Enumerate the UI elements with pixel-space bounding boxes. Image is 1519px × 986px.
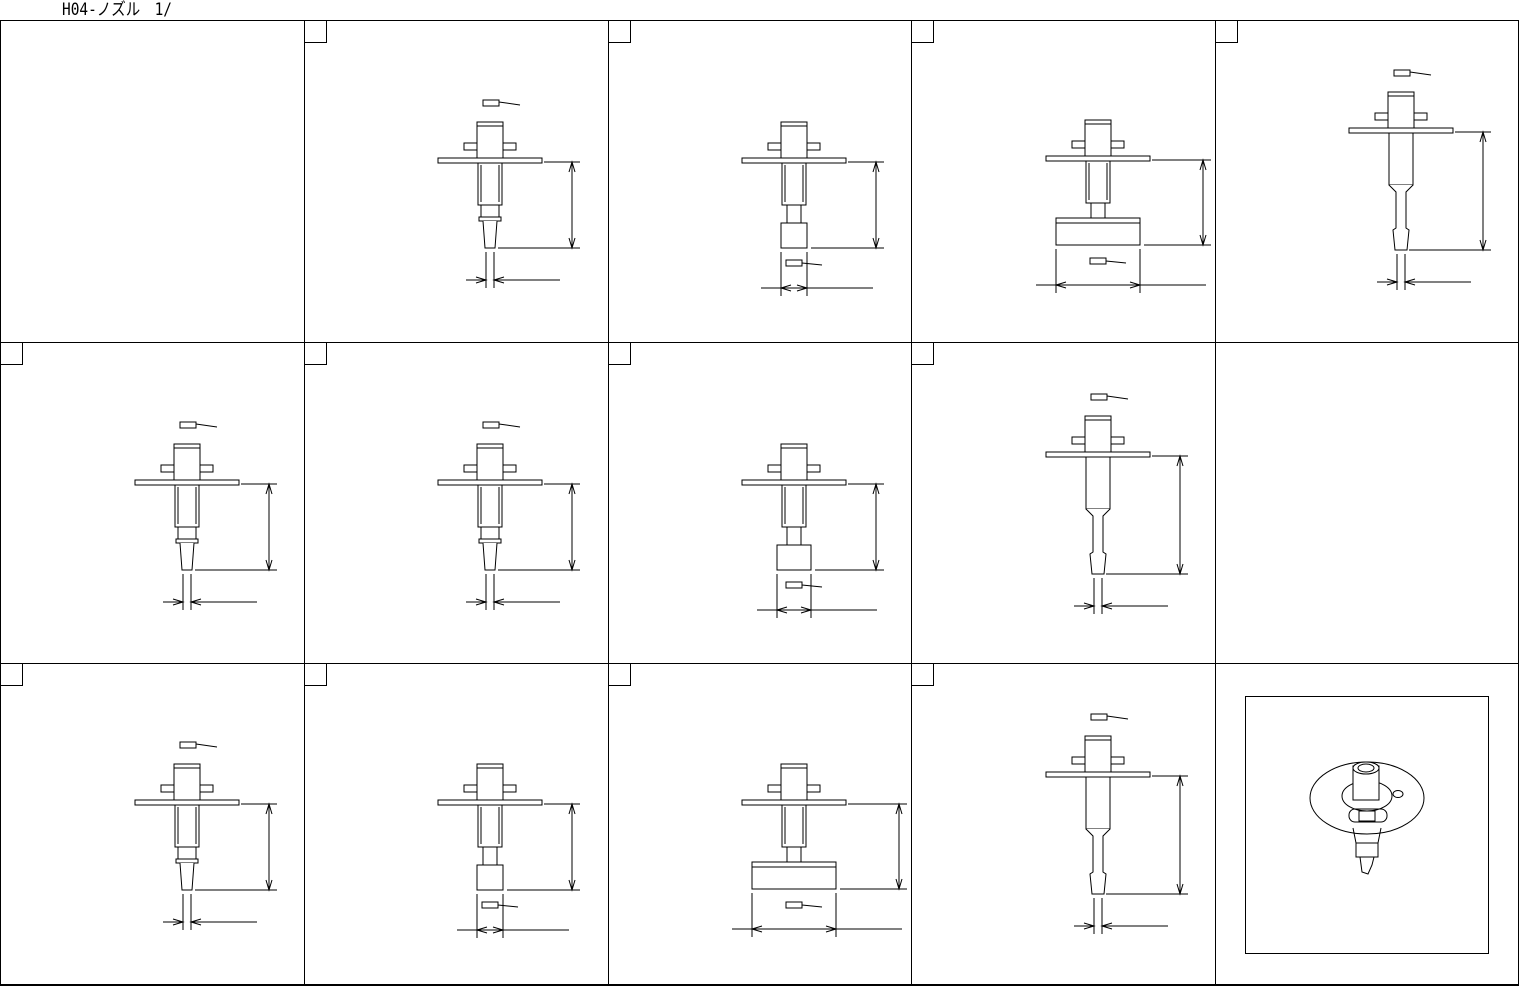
nozzle-fine-tip-icon [134,421,277,610]
nozzle-pad-icon [1036,119,1211,293]
nozzle-wide-cup-icon [741,443,884,618]
nozzle-tip-icon [437,99,580,288]
cell-number-box [304,342,327,365]
cell-number-box [911,342,934,365]
nozzle-cup-icon [741,121,884,296]
cell-number-box [304,20,327,43]
cell-number-box [304,663,327,686]
cell-number-box [608,20,631,43]
nozzle-pad-icon [732,763,907,937]
cell-number-box [1215,20,1238,43]
nozzle-long-needle-icon [1348,69,1491,290]
nozzle-long-needle-icon [1045,393,1188,614]
cell-number-box [608,663,631,686]
nozzle-long-needle-icon [1045,713,1188,934]
cell-number-box [608,342,631,365]
cell-number-box [911,20,934,43]
cell-number-box [0,663,23,686]
nozzle-tip-icon [437,421,580,610]
sheet-title: H04-ノズル 1/ [62,0,173,20]
nozzle-isometric-icon [1245,696,1489,954]
cell-number-box [911,663,934,686]
cell-number-box [0,342,23,365]
nozzle-fine-tip-icon [134,741,277,930]
nozzle-cup-icon [437,763,580,938]
